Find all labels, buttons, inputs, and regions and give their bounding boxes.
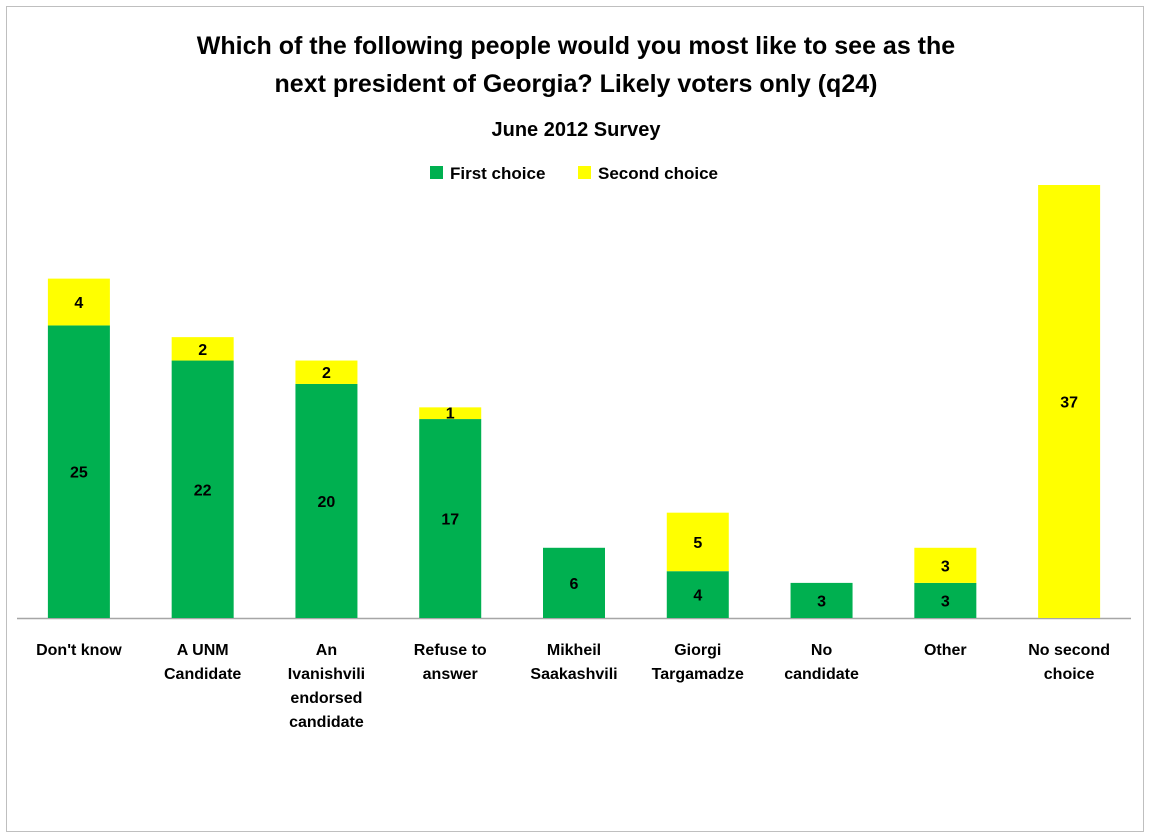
bar-second-choice-0	[47, 278, 110, 326]
bar-second-choice-5	[666, 512, 729, 572]
data-label-second-choice-2: 2	[322, 365, 331, 382]
bar-first-choice-2	[295, 383, 358, 618]
category-label-2: An Ivanishvili endorsed candidate	[288, 642, 365, 731]
bar-first-choice-3	[419, 419, 482, 618]
data-label-first-choice-7: 3	[941, 593, 950, 610]
data-label-first-choice-0: 25	[70, 465, 88, 482]
bar-first-choice-1	[171, 360, 234, 618]
category-label-3: Refuse to answer	[414, 642, 487, 683]
legend-label-second-choice: Second choice	[598, 164, 718, 183]
chart-title-line-2: next president of Georgia? Likely voters…	[275, 70, 878, 98]
bar-first-choice-7	[914, 582, 977, 618]
bar-second-choice-2	[295, 360, 358, 384]
bar-second-choice-3	[419, 407, 482, 420]
legend-swatch-first-choice	[430, 166, 443, 179]
data-label-second-choice-1: 2	[198, 342, 207, 359]
data-label-first-choice-3: 17	[441, 512, 459, 529]
bar-first-choice-0	[47, 325, 110, 618]
category-label-0: Don't know	[36, 642, 122, 659]
chart-subtitle: June 2012 Survey	[492, 119, 662, 141]
chart-title-line-1: Which of the following people would you …	[197, 32, 955, 60]
data-label-second-choice-5: 5	[693, 535, 702, 552]
data-label-first-choice-1: 22	[194, 482, 212, 499]
category-label-6: No candidate	[784, 642, 859, 683]
bar-second-choice-8	[1038, 185, 1101, 618]
bar-first-choice-4	[543, 547, 605, 618]
bar-first-choice-5	[666, 571, 729, 618]
data-label-first-choice-5: 4	[693, 588, 702, 605]
data-label-first-choice-6: 3	[817, 593, 826, 610]
legend-label-first-choice: First choice	[450, 164, 545, 183]
category-label-7: Other	[924, 642, 967, 659]
category-label-1: A UNM Candidate	[164, 642, 241, 683]
data-label-second-choice-3: 1	[446, 405, 455, 422]
category-label-8: No second choice	[1028, 642, 1110, 683]
data-label-second-choice-0: 4	[74, 295, 83, 312]
data-label-second-choice-8: 37	[1060, 395, 1078, 412]
bar-first-choice-6	[790, 582, 853, 618]
category-label-4: Mikheil Saakashvili	[530, 642, 617, 683]
bar-second-choice-1	[171, 337, 234, 361]
data-label-first-choice-2: 20	[318, 494, 336, 511]
category-label-5: Giorgi Targamadze	[652, 642, 744, 683]
bar-second-choice-7	[914, 547, 977, 583]
legend-swatch-second-choice	[578, 166, 591, 179]
data-label-second-choice-7: 3	[941, 558, 950, 575]
data-label-first-choice-4: 6	[570, 576, 579, 593]
